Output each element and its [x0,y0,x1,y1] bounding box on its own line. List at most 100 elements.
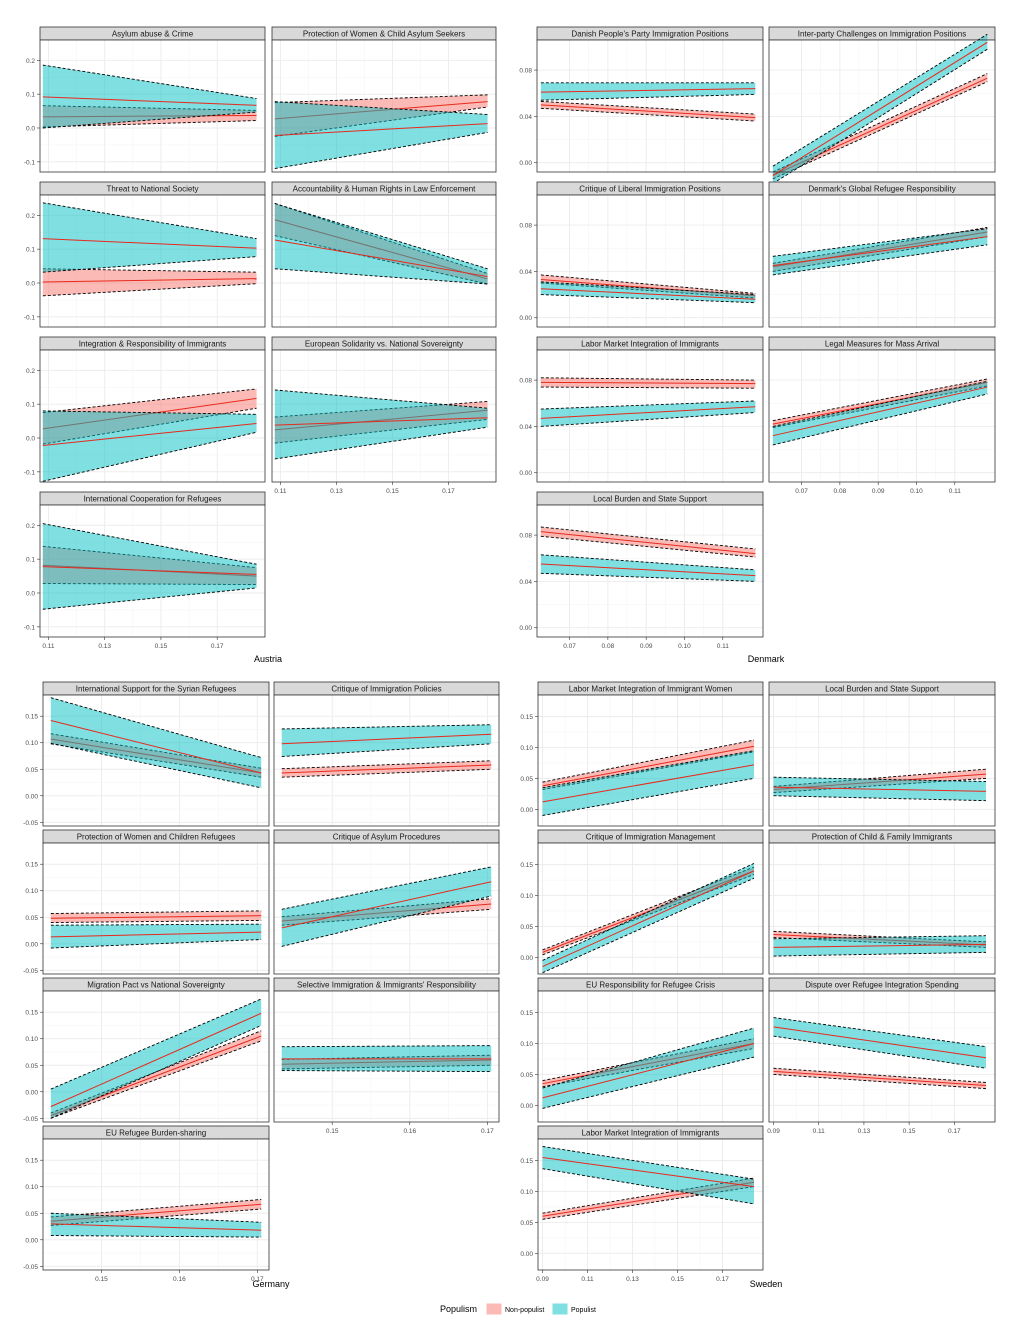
x-tick-label: 0.17 [442,488,455,495]
lower-bound-populist [773,1035,987,1069]
y-tick-label: 0.10 [520,1041,533,1048]
panel-border [537,842,764,975]
gridlines [769,695,995,826]
upper-bound-populist [540,554,756,571]
y-tick-label: 0.04 [519,424,532,431]
fit-line-populist [50,719,262,774]
panel-title: Asylum abuse & Crime [112,30,194,39]
y-tick-label: 0.15 [520,1158,533,1165]
y-tick-label: -0.1 [24,159,36,166]
panel-legal-measures-for-mass-arrival: Legal Measures for Mass Arrival 0.07 0.08 0… [768,336,996,495]
lower-bound-non-populist [540,386,756,389]
upper-bound-populist [42,64,257,99]
upper-bound-non-populist [540,377,756,381]
panel-title: Denmark's Global Refugee Responsibility [808,185,955,194]
upper-bound-non-populist [50,1199,262,1218]
upper-bound-populist [540,281,756,296]
y-tick-label: 0.00 [519,470,532,477]
series-populist [281,1045,492,1073]
series-populist [772,228,988,276]
panel-border [768,39,996,173]
series-populist [542,862,755,974]
series-non-populist [773,1067,986,1090]
panel-border [39,349,266,483]
fit-line-populist [773,786,986,792]
x-tick-label: 0.15 [326,1128,339,1135]
upper-bound-populist [42,523,257,565]
panel-labor-market-integration-of-immigrants: Labor Market Integration of Immigrants 0.… [520,1125,764,1283]
fit-line-populist [274,417,488,426]
panel-border [537,990,764,1123]
confidence-band-populist [50,1213,262,1238]
panel-title: International Cooperation for Refugees [84,495,222,504]
panel-border [768,349,996,483]
y-tick-label: 0.15 [25,1010,38,1017]
panel-danish-people-s-party-immigration-positions: Danish People's Party Immigration Positi… [519,26,764,173]
confidence-band-populist [50,924,262,949]
x-tick-label: 0.09 [640,643,653,650]
confidence-band-populist [772,228,988,275]
panel-border [768,990,996,1123]
x-tick-label: 0.17 [211,643,224,650]
y-tick-label: -0.05 [23,820,38,827]
panel-eu-refugee-burden-sharing: EU Refugee Burden-sharing -0.05 0.00 0.05 0.… [23,1125,270,1283]
confidence-band-non-populist [42,268,257,296]
facet-group-denmark: Danish People's Party Immigration Positi… [519,26,996,664]
upper-bound-non-populist [540,100,756,115]
series-populist [281,724,492,757]
y-tick-label: 0.05 [25,1063,38,1070]
y-tick-label: 0.15 [520,1010,533,1017]
upper-bound-populist [540,400,756,410]
series-populist [42,202,257,273]
fit-line-populist [542,764,755,803]
lower-bound-non-populist [42,283,257,297]
panel-title: Local Burden and State Support [825,685,940,694]
panel-labor-market-integration-of-immigrant-women: Labor Market Integration of Immigrant Wo… [520,681,764,827]
panel-border [273,842,500,975]
lower-bound-populist [542,877,755,974]
lower-bound-populist [542,1056,755,1109]
fit-line-populist [772,41,988,176]
y-tick-label: -0.1 [24,469,36,476]
panel-title: Critique of Liberal Immigration Position… [579,185,720,194]
series-populist [540,400,756,427]
upper-bound-populist [50,697,262,759]
fit-line-populist [274,123,488,136]
confidence-band-populist [281,724,492,757]
upper-bound-non-populist [542,739,755,783]
upper-bound-non-populist [772,378,988,422]
y-tick-label: 0.00 [520,1251,533,1258]
confidence-band-populist [542,1146,754,1204]
panel-border [273,990,500,1123]
series-populist [42,523,257,610]
panel-title: Local Burden and State Support [593,495,708,504]
panel-background [274,695,499,826]
fit-line-populist [281,881,492,929]
confidence-band-populist [42,202,257,273]
panel-european-solidarity-vs-national-sovereignty: European Solidarity vs. National Soverei… [271,336,497,495]
panel-border [42,842,270,975]
panel-title: Labor Market Integration of Immigrant Wo… [569,685,732,694]
x-tick-label: 0.13 [858,1128,871,1135]
upper-bound-non-populist [542,866,755,951]
confidence-band-populist [274,101,488,169]
panel-inter-party-challenges-on-immigration-positions: Inter-party Challenges on Immigration Po… [768,26,996,184]
x-tick-label: 0.11 [949,488,962,495]
facet-group-sweden: Labor Market Integration of Immigrant Wo… [520,681,996,1289]
y-tick-label: 0.10 [520,893,533,900]
lower-bound-non-populist [540,535,756,558]
panel-international-cooperation-for-refugees: International Cooperation for Refugees -0… [24,491,266,650]
lower-bound-populist [540,572,756,582]
panel-border [39,194,266,328]
panel-dispute-over-refugee-integration-spending: Dispute over Refugee Integration Spendin… [767,977,996,1135]
confidence-band-populist [274,389,488,459]
series-populist [540,554,756,582]
panel-title: Threat to National Society [106,185,198,194]
series-non-populist [281,760,492,778]
panel-title: Critique of Asylum Procedures [333,833,441,842]
y-tick-label: 0.10 [25,888,38,895]
y-tick-label: 0.08 [519,533,532,540]
y-tick-label: 0.04 [519,269,532,276]
confidence-band-non-populist [542,740,754,790]
lower-bound-populist [772,244,988,276]
